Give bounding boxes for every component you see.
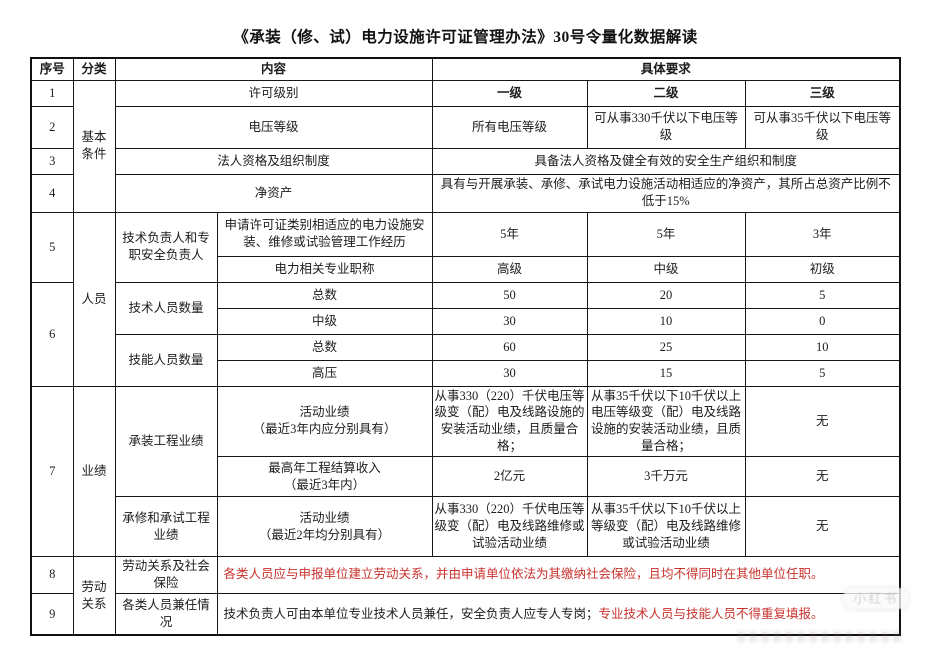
- table-header-row: 序号 分类 内容 具体要求: [30, 57, 901, 81]
- table-row: 中级 30 10 0: [31, 307, 901, 335]
- table-row: 电力相关专业职称 高级 中级 初级: [31, 255, 901, 283]
- table-row: 承修和承试工程业绩 活动业绩 （最近2年均分别具有） 从事330（220）千伏电压…: [31, 496, 901, 557]
- seq-cell: 1: [30, 79, 74, 107]
- level3-cell: 3年: [744, 211, 901, 257]
- level2-cell: 二级: [586, 79, 746, 107]
- content-sub-cell: 最高年工程结算收入 （最近3年内）: [216, 456, 433, 497]
- table-row: 4 净资产 具有与开展承装、承修、承试电力设施活动相适应的净资产，其所占总资产比…: [30, 173, 901, 213]
- content-group-cell: 各类人员兼任情况: [114, 592, 218, 636]
- content-group-cell: 劳动关系及社会保险: [114, 556, 218, 594]
- level1-cell: 30: [431, 307, 588, 335]
- category-cell: 劳动关系: [72, 556, 116, 636]
- table-row: 1 基本条件 许可级别 一级 二级 三级: [30, 79, 901, 213]
- content-sub-cell: 总数: [216, 281, 433, 309]
- seq-cell: 3: [30, 147, 74, 175]
- level1-cell: 30: [431, 359, 588, 387]
- category-cell: 业绩: [72, 385, 116, 557]
- watermark-id-line: [737, 631, 905, 642]
- license-requirements-table: 序号 分类 内容 具体要求 1 基本条件 许可级别 一级 二级 三级 2 电压等…: [30, 57, 901, 637]
- merged-requirement-cell: 具备法人资格及健全有效的安全生产组织和制度: [431, 147, 901, 175]
- seq-cell: 5: [30, 211, 74, 283]
- content-cell: 净资产: [114, 173, 433, 213]
- level1-cell: 50: [431, 281, 588, 309]
- seq-cell: 7: [30, 385, 74, 557]
- content-group-cell: 技术负责人和专职安全负责人: [114, 211, 218, 283]
- content-group-cell: 技能人员数量: [114, 333, 218, 387]
- table-row: 3 法人资格及组织制度 具备法人资格及健全有效的安全生产组织和制度: [30, 147, 901, 175]
- table-row: 7 业绩 承装工程业绩 活动业绩 （最近3年内应分别具有） 从事330（220）千…: [30, 385, 901, 557]
- level2-cell: 20: [586, 281, 746, 309]
- red-note-text: 各类人员应与申报单位建立劳动关系，并由申请单位依法为其缴纳社会保险，且均不得同时…: [223, 567, 824, 582]
- content-sub-cell: 活动业绩 （最近3年内应分别具有）: [216, 385, 433, 457]
- red-note-text: 专业技术人员与技能人员不得重复填报。: [598, 606, 824, 621]
- table-row: 9 各类人员兼任情况 技术负责人可由本单位专业技术人员兼任，安全负责人应专人专岗…: [30, 592, 901, 636]
- table-row: 2 电压等级 所有电压等级 可从事330千伏以下电压等级 可从事35千伏以下电压…: [30, 105, 901, 149]
- seq-cell: 2: [30, 105, 74, 149]
- table-row: 高压 30 15 5: [31, 359, 901, 387]
- level3-cell: 无: [744, 496, 901, 557]
- table-row: 技能人员数量 总数 60 25 10: [31, 333, 901, 387]
- level3-cell: 10: [744, 333, 901, 361]
- content-sub-cell: 中级: [216, 307, 433, 335]
- note-cell: 各类人员应与申报单位建立劳动关系，并由申请单位依法为其缴纳社会保险，且均不得同时…: [216, 556, 901, 594]
- content-group-cell: 技术人员数量: [114, 281, 218, 335]
- col-header-category: 分类: [72, 57, 116, 81]
- content-group-cell: 承装工程业绩: [114, 385, 218, 497]
- watermark-badge: 小红书: [843, 588, 909, 609]
- col-header-index: 序号: [30, 57, 74, 81]
- col-header-requirements: 具体要求: [431, 57, 901, 81]
- content-cell: 许可级别: [114, 79, 433, 107]
- merged-requirement-cell: 具有与开展承装、承修、承试电力设施活动相适应的净资产，其所占总资产比例不低于15…: [431, 173, 901, 213]
- level3-cell: 5: [744, 281, 901, 309]
- content-sub-cell: 高压: [216, 359, 433, 387]
- level2-cell: 从事35千伏以下10千伏以上等级变（配）电及线路维修或试验活动业绩: [586, 496, 746, 557]
- level1-cell: 60: [431, 333, 588, 361]
- level2-cell: 3千万元: [586, 456, 746, 497]
- level2-cell: 10: [586, 307, 746, 335]
- seq-cell: 9: [30, 592, 74, 636]
- page-title: 《承装（修、试）电力设施许可证管理办法》30号令量化数据解读: [233, 29, 698, 46]
- level3-cell: 可从事35千伏以下电压等级: [744, 105, 901, 149]
- level3-cell: 5: [744, 359, 901, 387]
- level3-cell: 无: [744, 456, 901, 497]
- category-cell: 人员: [72, 211, 116, 387]
- level3-cell: 0: [744, 307, 901, 335]
- level1-cell: 一级: [431, 79, 588, 107]
- level3-cell: 无: [744, 385, 901, 457]
- table-row: 5 人员 技术负责人和专职安全负责人 申请许可证类别相适应的电力设施安装、维修或…: [30, 211, 901, 387]
- level2-cell: 25: [586, 333, 746, 361]
- content-sub-cell: 总数: [216, 333, 433, 361]
- level1-cell: 所有电压等级: [431, 105, 588, 149]
- table-row: 8 劳动关系 劳动关系及社会保险 各类人员应与申报单位建立劳动关系，并由申请单位…: [30, 556, 901, 636]
- level3-cell: 三级: [744, 79, 901, 107]
- category-cell: 基本条件: [72, 79, 116, 213]
- level1-cell: 2亿元: [431, 456, 588, 497]
- col-header-content: 内容: [114, 57, 433, 81]
- level1-cell: 从事330（220）千伏电压等级变（配）电及线路设施的安装活动业绩，且质量合格；: [431, 385, 588, 457]
- table-row: 6 技术人员数量 总数 50 20 5: [30, 281, 901, 387]
- level1-cell: 高级: [431, 255, 588, 283]
- content-cell: 电压等级: [114, 105, 433, 149]
- note-text: 技术负责人可由本单位专业技术人员兼任，安全负责人应专人专岗；: [223, 606, 599, 621]
- seq-cell: 8: [30, 556, 74, 594]
- level2-cell: 5年: [586, 211, 746, 257]
- content-sub-cell: 活动业绩 （最近2年均分别具有）: [216, 496, 433, 557]
- level3-cell: 初级: [744, 255, 901, 283]
- seq-cell: 6: [30, 281, 74, 387]
- seq-cell: 4: [30, 173, 74, 213]
- level1-cell: 5年: [431, 211, 588, 257]
- content-group-cell: 承修和承试工程业绩: [114, 496, 218, 557]
- content-sub-cell: 电力相关专业职称: [216, 255, 433, 283]
- note-cell: 技术负责人可由本单位专业技术人员兼任，安全负责人应专人专岗；专业技术人员与技能人…: [216, 592, 901, 636]
- level2-cell: 可从事330千伏以下电压等级: [586, 105, 746, 149]
- level1-cell: 从事330（220）千伏电压等级变（配）电及线路维修或试验活动业绩: [431, 496, 588, 557]
- content-sub-cell: 申请许可证类别相适应的电力设施安装、维修或试验管理工作经历: [216, 211, 433, 257]
- content-cell: 法人资格及组织制度: [114, 147, 433, 175]
- level2-cell: 从事35千伏以下10千伏以上电压等级变（配）电及线路设施的安装活动业绩，且质量合…: [586, 385, 746, 457]
- level2-cell: 中级: [586, 255, 746, 283]
- level2-cell: 15: [586, 359, 746, 387]
